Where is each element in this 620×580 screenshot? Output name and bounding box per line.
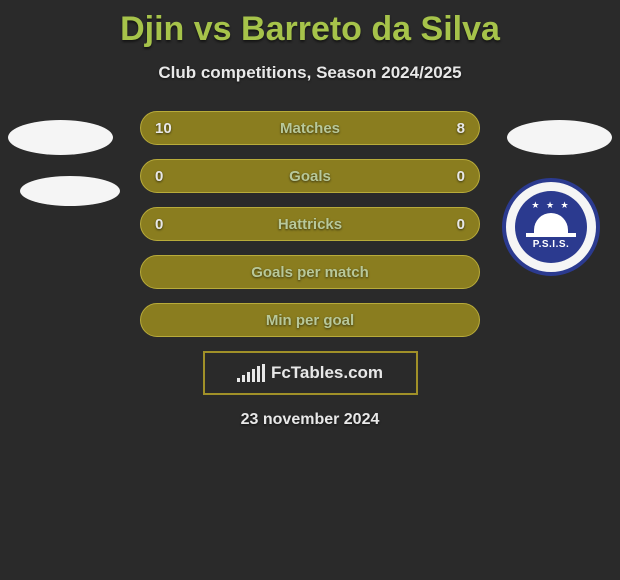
player-left-avatar xyxy=(8,120,113,155)
player-left-club-avatar xyxy=(20,176,120,206)
branding-text: FcTables.com xyxy=(271,363,383,383)
stat-label: Matches xyxy=(280,120,340,137)
stat-right-value: 8 xyxy=(441,120,465,137)
chart-icon xyxy=(237,364,265,382)
stat-row-matches: 10 Matches 8 xyxy=(140,111,480,145)
stat-label: Goals per match xyxy=(251,264,369,281)
branding-box[interactable]: FcTables.com xyxy=(203,351,418,395)
stat-left-value: 10 xyxy=(155,120,179,137)
stat-row-goals: 0 Goals 0 xyxy=(140,159,480,193)
stat-left-value: 0 xyxy=(155,168,179,185)
page-title: Djin vs Barreto da Silva xyxy=(0,0,620,49)
club-stars-icon: ★ ★ ★ xyxy=(531,200,570,211)
stat-row-hattricks: 0 Hattricks 0 xyxy=(140,207,480,241)
date-text: 23 november 2024 xyxy=(0,411,620,429)
stat-row-min-per-goal: Min per goal xyxy=(140,303,480,337)
stat-row-goals-per-match: Goals per match xyxy=(140,255,480,289)
stat-right-value: 0 xyxy=(441,168,465,185)
club-logo-text: P.S.I.S. xyxy=(533,239,570,250)
stats-table: 10 Matches 8 0 Goals 0 0 Hattricks 0 Goa… xyxy=(140,111,480,337)
player-right-avatar xyxy=(507,120,612,155)
club-dome-icon xyxy=(534,213,568,233)
stat-label: Hattricks xyxy=(278,216,342,233)
stat-label: Goals xyxy=(289,168,331,185)
club-logo-inner: ★ ★ ★ P.S.I.S. xyxy=(515,191,587,263)
stat-label: Min per goal xyxy=(266,312,354,329)
player-right-club-logo: ★ ★ ★ P.S.I.S. xyxy=(502,178,600,276)
stat-right-value: 0 xyxy=(441,216,465,233)
stat-left-value: 0 xyxy=(155,216,179,233)
subtitle: Club competitions, Season 2024/2025 xyxy=(0,63,620,83)
